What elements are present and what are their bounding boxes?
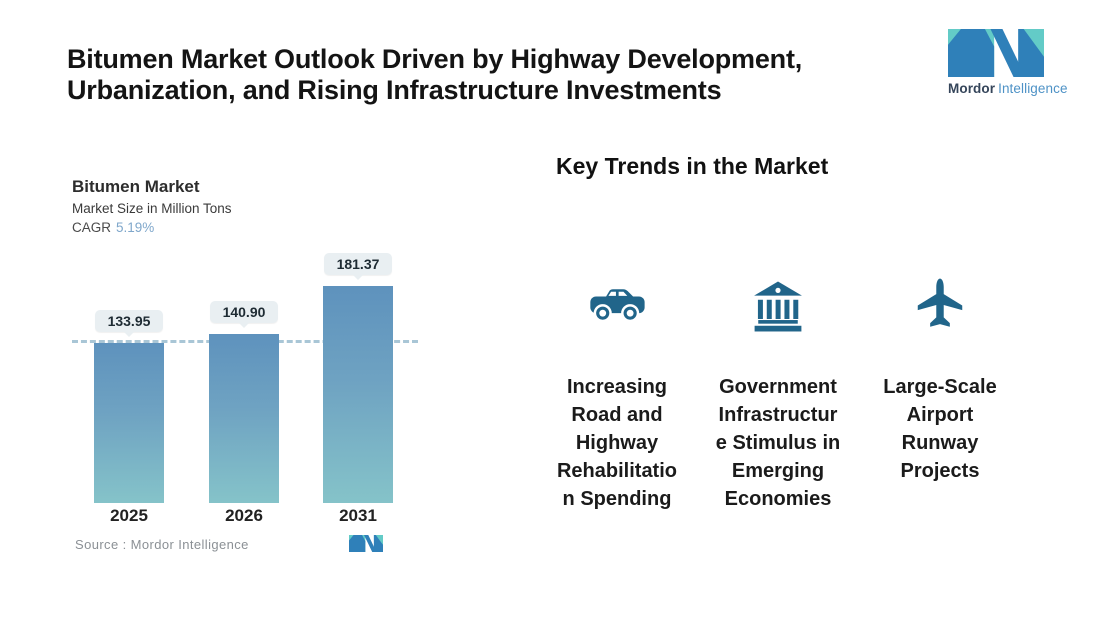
x-axis-label-2031: 2031 [339, 506, 377, 525]
source-note: Source : Mordor Intelligence [75, 537, 249, 552]
bar-group-2026: 140.90 [209, 301, 279, 503]
brand-name-light: Intelligence [998, 81, 1068, 96]
cagr-label: CAGR [72, 220, 112, 235]
chart-subtitle: Market Size in Million Tons [72, 201, 232, 216]
bar-value-label: 133.95 [107, 312, 151, 329]
brand-logo: Mordor Intelligence [948, 29, 1067, 96]
bar-group-2025: 133.95 [94, 309, 164, 503]
bar-value-label: 181.37 [336, 255, 380, 272]
car-icon [586, 275, 648, 337]
bar-2031 [323, 285, 393, 503]
brand-wordmark: Mordor Intelligence [948, 81, 1067, 96]
bar-chart: 133.95 140.90 181.37 2025 2026 2031 [72, 250, 422, 535]
x-axis-label-2026: 2026 [225, 506, 263, 525]
page-title-line1: Bitumen Market Outlook Driven by Highway… [67, 44, 803, 74]
bar-value-pill: 133.95 [94, 309, 164, 337]
page-title: Bitumen Market Outlook Driven by Highway… [67, 44, 917, 106]
mini-logo-icon [349, 535, 383, 552]
brand-name-bold: Mordor [948, 81, 996, 96]
bar-value-pill: 181.37 [323, 252, 393, 280]
trend-label: Increasing Road and Highway Rehabilitati… [556, 376, 677, 510]
trend-label: Government Infrastructur e Stimulus in E… [715, 376, 841, 510]
trend-item-government-stimulus: Government Infrastructur e Stimulus in E… [698, 275, 858, 513]
airplane-icon [915, 275, 965, 337]
bar-value-label: 140.90 [222, 304, 266, 321]
bank-icon [753, 275, 803, 337]
trends-heading: Key Trends in the Market [556, 153, 829, 179]
cagr-value: 5.19% [116, 220, 155, 235]
trend-item-airport-runways: Large-Scale Airport Runway Projects [860, 275, 1020, 485]
x-axis-label-2025: 2025 [110, 506, 148, 525]
bar-2025 [94, 342, 164, 503]
chart-title: Bitumen Market [72, 177, 200, 196]
trend-label: Large-Scale Airport Runway Projects [883, 376, 997, 482]
bar-value-pill: 140.90 [209, 301, 279, 329]
bar-group-2031: 181.37 [323, 252, 393, 503]
chart-cagr: CAGR 5.19% [72, 220, 154, 235]
bar-2026 [209, 334, 279, 503]
mordor-intelligence-logo-icon [948, 29, 1044, 77]
trend-item-road-rehabilitation: Increasing Road and Highway Rehabilitati… [537, 275, 697, 513]
page-title-line2: Urbanization, and Rising Infrastructure … [67, 75, 722, 105]
